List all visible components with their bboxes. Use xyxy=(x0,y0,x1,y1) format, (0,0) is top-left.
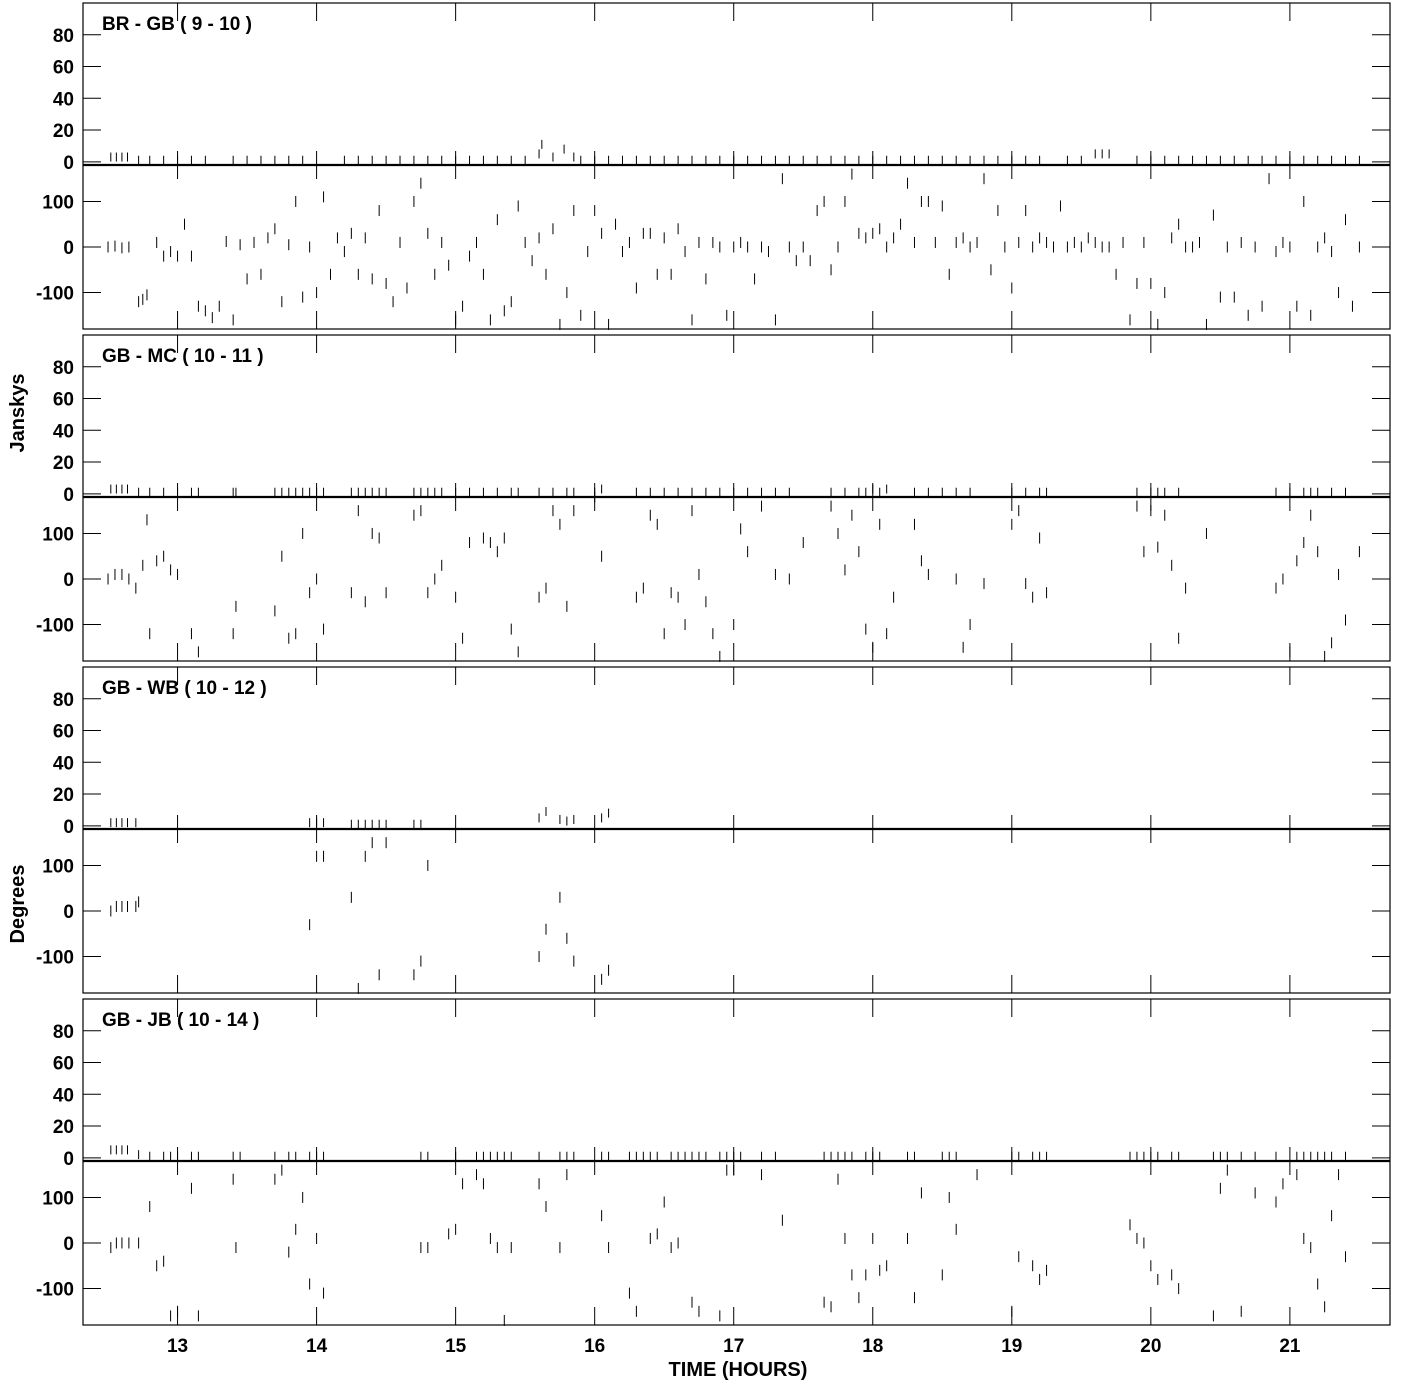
x-axis: 13 14 15 16 17 18 19 20 21 xyxy=(167,1336,1301,1357)
x-tick-label: 14 xyxy=(306,1336,328,1357)
phase-tick-label: 100 xyxy=(42,856,74,877)
phase-tick-label: -100 xyxy=(36,948,74,969)
panel-title: BR - GB ( 9 - 10 ) xyxy=(102,14,252,35)
phase-tick-label: 0 xyxy=(63,1234,74,1255)
phase-tick-label: 100 xyxy=(42,1188,74,1209)
phase-tick-label: -100 xyxy=(36,1280,74,1301)
x-tick-label: 13 xyxy=(167,1336,188,1357)
x-tick-label: 18 xyxy=(862,1336,883,1357)
amp-tick-label: 20 xyxy=(53,785,74,806)
phase-tick-label: 0 xyxy=(63,238,74,259)
x-tick-label: 21 xyxy=(1279,1336,1301,1357)
amp-tick-label: 80 xyxy=(53,1022,74,1043)
x-tick-label: 19 xyxy=(1001,1336,1022,1357)
amp-tick-label: 80 xyxy=(53,358,74,379)
x-tick-label: 20 xyxy=(1140,1336,1161,1357)
amp-tick-label: 0 xyxy=(63,1149,74,1170)
amp-tick-label: 80 xyxy=(53,26,74,47)
y-axis-label-amplitude: Janskys xyxy=(7,374,29,453)
amp-tick-label: 40 xyxy=(53,753,74,774)
phase-tick-label: 0 xyxy=(63,570,74,591)
panels-group: 0 20 40 60 80 -100 0 100 BR - GB ( 9 - 10 ) 0 20 40… xyxy=(36,2,1391,1326)
baseline-panel: 0 20 40 60 80 -100 0 100 GB - JB ( 10 - 14 ) xyxy=(36,998,1391,1326)
phase-tick-label: 0 xyxy=(63,902,74,923)
baseline-panel: 0 20 40 60 80 -100 0 100 BR - GB ( 9 - 10 ) xyxy=(36,2,1391,330)
amp-tick-label: 20 xyxy=(53,121,74,142)
phase-tick-label: -100 xyxy=(36,616,74,637)
amp-tick-label: 0 xyxy=(63,817,74,838)
x-tick-label: 15 xyxy=(445,1336,467,1357)
amp-tick-label: 0 xyxy=(63,153,74,174)
amp-tick-label: 60 xyxy=(53,390,74,411)
x-axis-label: TIME (HOURS) xyxy=(669,1359,808,1381)
amp-tick-label: 60 xyxy=(53,722,74,743)
baseline-panel: 0 20 40 60 80 -100 0 100 GB - WB ( 10 - 12 ) xyxy=(36,666,1391,994)
amp-tick-label: 20 xyxy=(53,1117,74,1138)
amp-tick-label: 0 xyxy=(63,485,74,506)
phase-tick-label: 100 xyxy=(42,192,74,213)
baseline-panel: 0 20 40 60 80 -100 0 100 GB - MC ( 10 - 11 ) xyxy=(36,334,1391,662)
x-tick-label: 17 xyxy=(723,1336,744,1357)
amp-tick-label: 20 xyxy=(53,453,74,474)
amp-tick-label: 40 xyxy=(53,1085,74,1106)
phase-tick-label: 100 xyxy=(42,524,74,545)
amp-tick-label: 60 xyxy=(53,1054,74,1075)
panel-title: GB - JB ( 10 - 14 ) xyxy=(102,1010,259,1031)
panel-title: GB - MC ( 10 - 11 ) xyxy=(102,346,264,367)
amp-tick-label: 40 xyxy=(53,421,74,442)
amp-tick-label: 40 xyxy=(53,89,74,110)
amp-tick-label: 60 xyxy=(53,58,74,79)
x-tick-label: 16 xyxy=(584,1336,605,1357)
amp-tick-label: 80 xyxy=(53,690,74,711)
panel-title: GB - WB ( 10 - 12 ) xyxy=(102,678,267,699)
y-axis-label-phase: Degrees xyxy=(7,865,29,944)
phase-tick-label: -100 xyxy=(36,284,74,305)
